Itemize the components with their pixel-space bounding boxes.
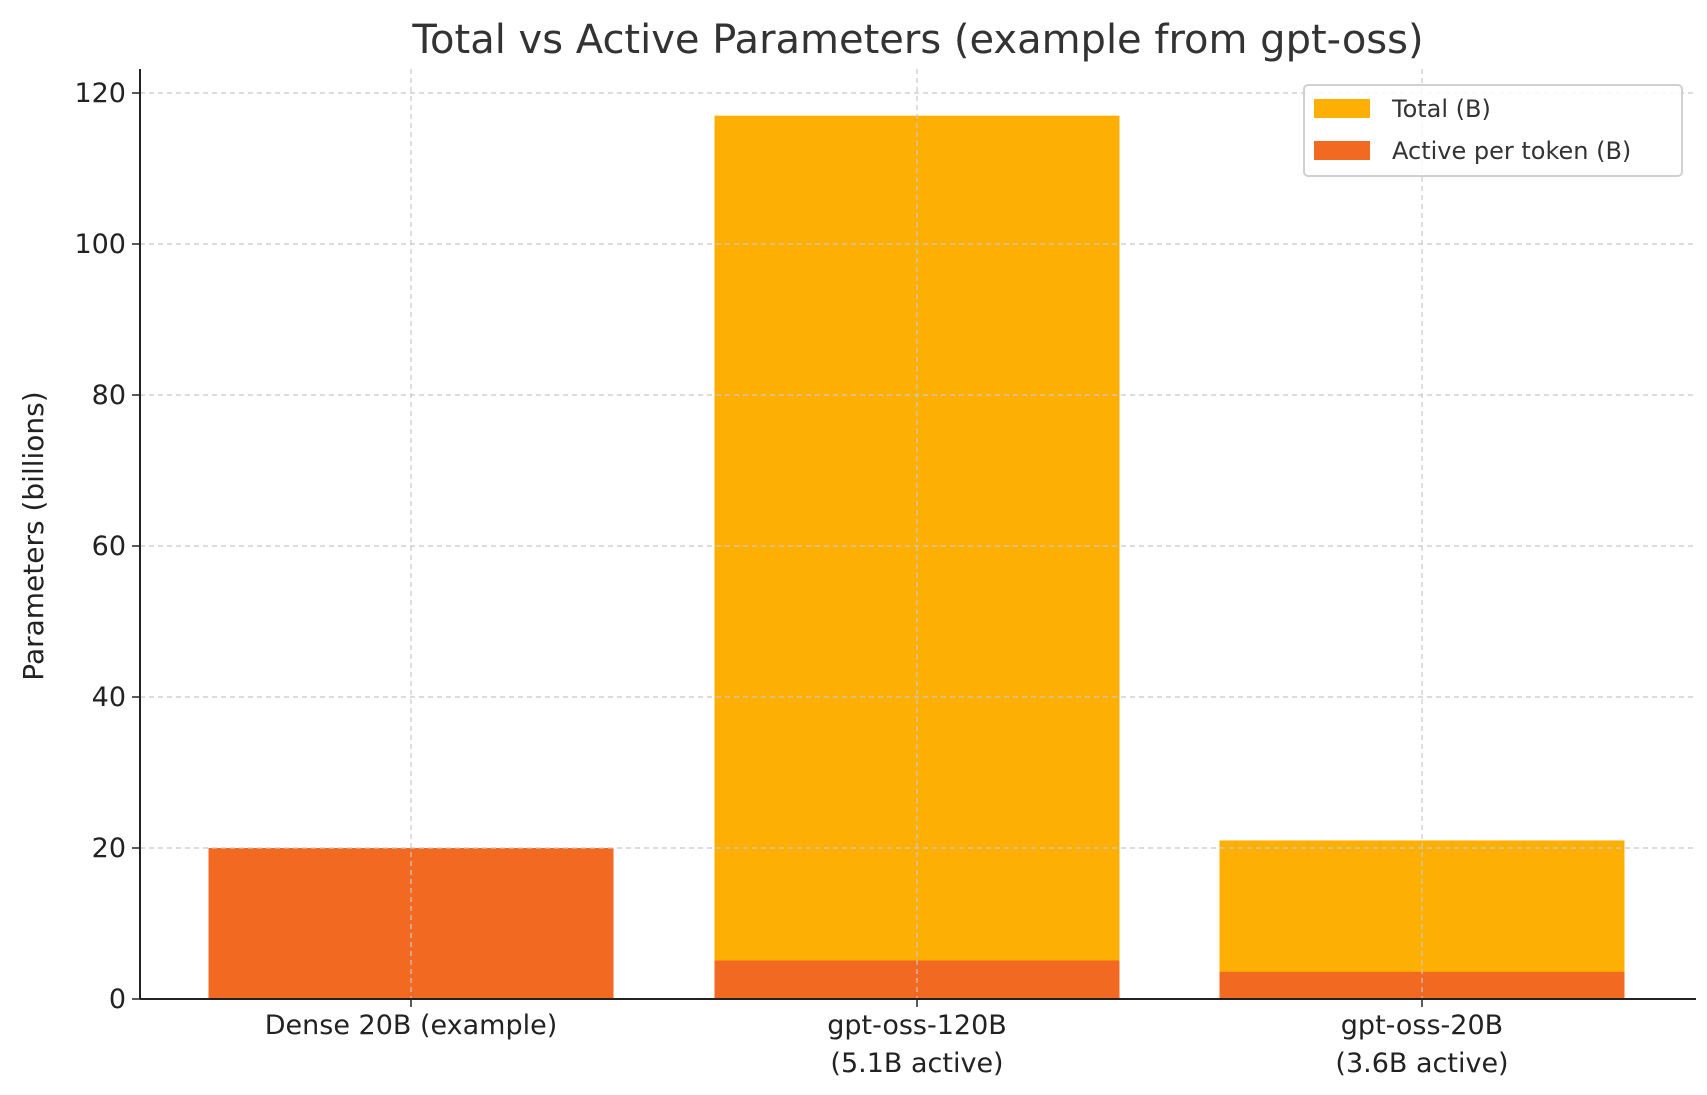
legend-label: Total (B): [1391, 95, 1491, 123]
y-axis-label: Parameters (billions): [17, 391, 50, 680]
chart-title: Total vs Active Parameters (example from…: [411, 17, 1423, 63]
x-tick-label: Dense 20B (example): [265, 1010, 558, 1041]
y-tick-label: 100: [74, 229, 126, 260]
x-tick-label: gpt-oss-20B: [1341, 1010, 1503, 1041]
y-tick-label: 120: [74, 78, 126, 109]
y-tick-label: 40: [92, 682, 126, 713]
legend-swatch: [1314, 141, 1370, 160]
legend-label: Active per token (B): [1392, 137, 1631, 165]
legend-box: [1303, 84, 1683, 177]
y-tick-label: 20: [92, 833, 126, 864]
y-tick-label: 60: [92, 531, 126, 562]
x-tick-label: (5.1B active): [830, 1048, 1003, 1079]
bar-1-2: [1219, 971, 1625, 999]
bars: [140, 69, 1696, 999]
y-tick-label: 0: [109, 984, 126, 1015]
y-tick-label: 80: [92, 380, 126, 411]
axes: [139, 69, 1696, 1000]
x-tick-label: (3.6B active): [1335, 1048, 1508, 1079]
legend: Total (B) Active per token (B): [1303, 84, 1683, 177]
x-tick-label: gpt-oss-120B: [827, 1010, 1007, 1041]
y-ticks: 0 20 40 60 80 100 120: [74, 78, 140, 1015]
legend-swatch: [1314, 99, 1370, 118]
x-ticks: Dense 20B (example) gpt-oss-120B (5.1B act…: [265, 999, 1509, 1079]
